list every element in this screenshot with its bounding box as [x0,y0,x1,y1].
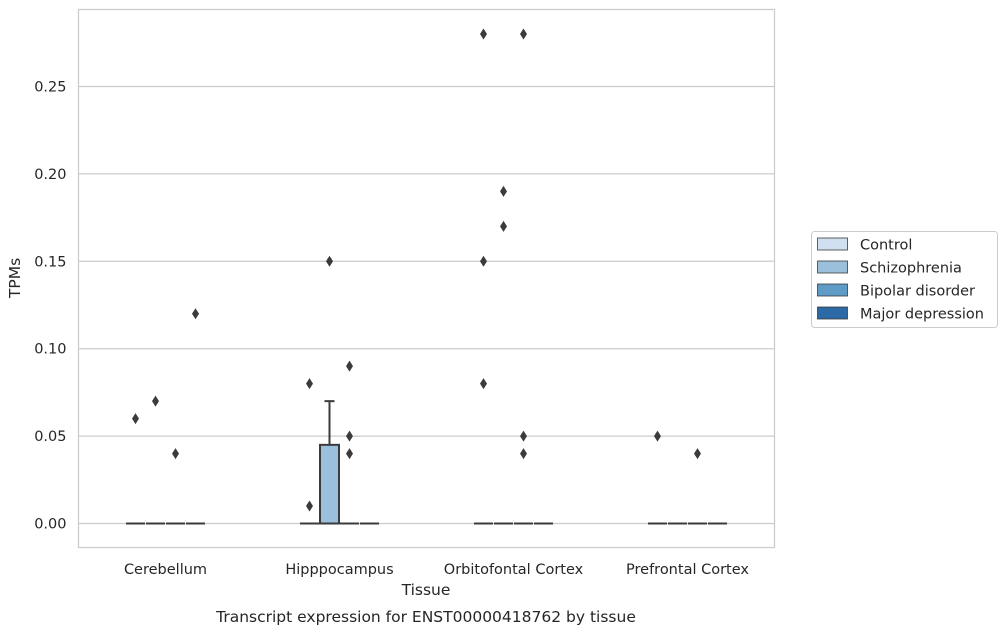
box-hipppocampus-bipolar-disorder [340,360,359,525]
box-orbitofontal-cortex-control [474,28,493,525]
outlier-point [480,255,487,267]
box-hipppocampus-control [300,378,319,525]
x-tick-label: Prefrontal Cortex [626,562,749,578]
outlier-point [480,378,487,390]
y-tick-label: 0.15 [34,254,66,270]
outlier-point [694,448,701,460]
outlier-point [346,360,353,372]
legend-entry: Major depression [860,307,984,323]
outlier-point [152,395,159,407]
outlier-point [500,185,507,197]
legend-swatch [817,283,848,297]
y-tick-label: 0.00 [34,517,66,533]
legend-swatch [817,260,848,274]
box-marks [126,28,727,525]
legend-entry: Schizophrenia [860,261,962,277]
box-cerebellum-schizophrenia [146,395,165,525]
box-prefrontal-cortex-bipolar-disorder [688,448,707,525]
outlier-point [346,448,353,460]
outlier-point [172,448,179,460]
outlier-point [326,255,333,267]
outlier-point [132,413,139,425]
legend-entry: Control [860,238,912,254]
outlier-point [480,28,487,40]
x-axis-label: Tissue [401,581,451,599]
box-orbitofontal-cortex-schizophrenia [494,185,513,525]
gridlines [78,85,775,525]
y-axis-label: TPMs [6,258,24,299]
box-body [319,443,340,525]
box-orbitofontal-cortex-bipolar-disorder [514,28,533,525]
y-tick-label: 0.25 [34,80,66,96]
box-cerebellum-major-depression [186,308,205,525]
outlier-point [520,430,527,442]
outlier-point [192,308,199,320]
legend-frame [811,231,998,328]
outlier-point [520,28,527,40]
x-axis-ticks: Cerebellum Hipppocampus Orbitofontal Corte… [124,562,749,578]
outlier-point [500,220,507,232]
legend: Control Schizophrenia Bipolar disorder Majo… [811,231,998,328]
x-tick-label: Orbitofontal Cortex [444,562,584,578]
chart-caption: Transcript expression for ENST0000041876… [215,608,636,626]
legend-entry: Bipolar disorder [860,284,975,300]
y-tick-label: 0.10 [34,342,66,358]
outlier-point [654,430,661,442]
legend-swatch [817,306,848,320]
x-tick-label: Cerebellum [124,562,207,578]
x-tick-label: Hipppocampus [285,562,393,578]
outlier-point [306,378,313,390]
outlier-point [520,448,527,460]
y-axis-ticks: 0.00 0.05 0.10 0.15 0.20 0.25 [34,80,66,533]
plot-area-frame [77,8,776,549]
box-prefrontal-cortex-control [648,430,667,525]
outlier-point [306,500,313,512]
box-hipppocampus-schizophrenia [319,255,340,525]
legend-swatch [817,237,848,251]
y-tick-label: 0.05 [34,429,66,445]
outlier-point [346,430,353,442]
box-cerebellum-bipolar-disorder [166,448,185,525]
box-cerebellum-control [126,413,145,525]
y-tick-label: 0.20 [34,167,66,183]
